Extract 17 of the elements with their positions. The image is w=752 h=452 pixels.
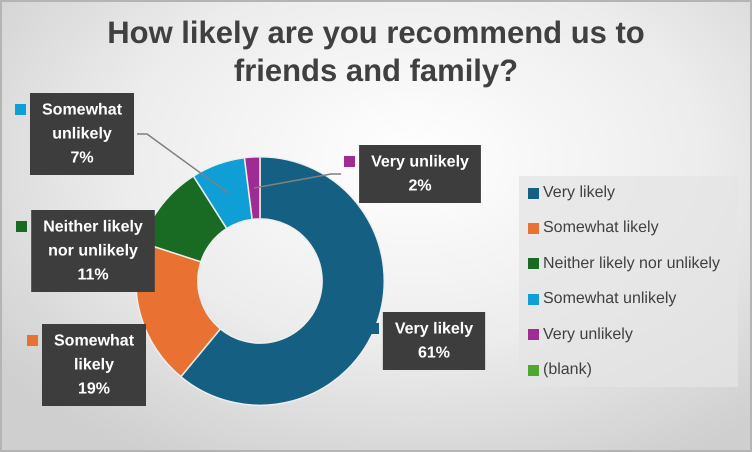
chart-title: How likely are you recommend us to friends and family? bbox=[107, 14, 645, 90]
category-label: Very unlikely bbox=[543, 326, 633, 343]
data-label: 61% bbox=[418, 344, 450, 362]
category-label: Very likely bbox=[543, 184, 616, 201]
data-label: 11% bbox=[77, 266, 109, 284]
legend-label: Neither likely nor unlikely bbox=[43, 218, 143, 260]
category-label: Somewhat likely bbox=[543, 219, 659, 236]
legend-label: Very likely bbox=[394, 320, 474, 338]
data-label: 19% bbox=[78, 380, 110, 398]
legend-label: Very unlikely bbox=[371, 153, 470, 170]
data-label: 7% bbox=[70, 149, 94, 166]
legend-label: (blank) bbox=[543, 360, 592, 380]
legend-label: Somewhat likely bbox=[54, 332, 135, 374]
category-label: Somewhat unlikely bbox=[543, 290, 676, 308]
data-label: 2% bbox=[408, 177, 432, 194]
legend-label: Somewhat unlikely bbox=[42, 101, 123, 142]
category-label: Neither likely nor unlikely bbox=[543, 254, 720, 272]
